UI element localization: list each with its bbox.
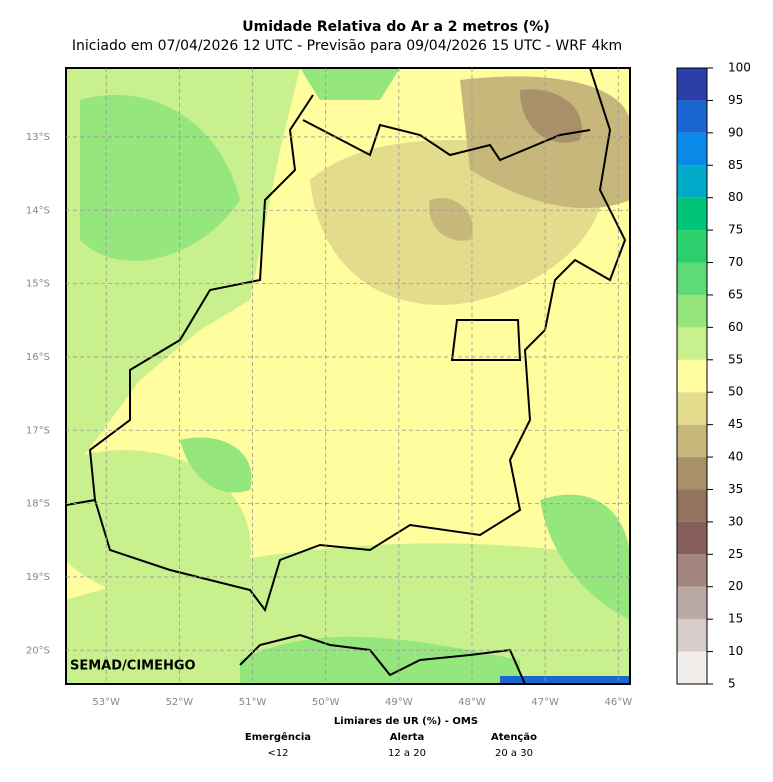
colorbar-label: 50 [728, 385, 743, 399]
lon-label: 51°W [239, 697, 267, 708]
threshold-name: Atenção [491, 732, 537, 743]
lat-label: 17°S [26, 425, 50, 436]
lat-label: 13°S [26, 132, 50, 143]
humidity-field [66, 68, 630, 684]
colorbar-segment [677, 294, 707, 328]
lon-label: 49°W [385, 697, 413, 708]
colorbar-segment [677, 197, 707, 231]
colorbar-segment [677, 619, 707, 652]
colorbar-label: 95 [728, 93, 743, 107]
colorbar-segment [677, 489, 707, 522]
lon-label: 53°W [92, 697, 120, 708]
colorbar-segment [677, 230, 707, 263]
colorbar-label: 25 [728, 547, 743, 561]
colorbar-label: 20 [728, 579, 743, 593]
colorbar-segment [677, 132, 707, 166]
lon-label: 48°W [458, 697, 486, 708]
colorbar-segment [677, 554, 707, 587]
lon-label: 47°W [531, 697, 559, 708]
colorbar-label: 5 [728, 677, 736, 691]
colorbar-label: 60 [728, 320, 743, 334]
colorbar-label: 75 [728, 223, 743, 237]
colorbar-segment [677, 359, 707, 393]
colorbar-label: 30 [728, 514, 743, 528]
thresholds-title: Limiares de UR (%) - OMS [334, 716, 478, 727]
threshold-name: Alerta [390, 732, 424, 743]
subtitle: Iniciado em 07/04/2026 12 UTC - Previsão… [72, 38, 622, 54]
colorbar-segment [677, 424, 707, 458]
lat-label: 20°S [26, 645, 50, 656]
threshold-range: <12 [267, 748, 288, 759]
colorbar-segment [677, 586, 707, 620]
lon-label: 46°W [604, 697, 632, 708]
colorbar-label: 65 [728, 287, 743, 301]
colorbar-frame [676, 67, 708, 685]
lon-label: 52°W [166, 697, 194, 708]
colorbar-segment [677, 100, 707, 133]
map-frame [65, 67, 631, 685]
colorbar-segment [677, 651, 707, 684]
colorbar-label: 55 [728, 352, 743, 366]
colorbar-label: 45 [728, 417, 743, 431]
colorbar-segment [677, 165, 707, 198]
colorbar-label: 90 [728, 125, 743, 139]
colorbar-segment [677, 521, 707, 555]
colorbar-label: 100 [728, 61, 751, 75]
colorbar-label: 15 [728, 612, 743, 626]
colorbar-label: 40 [728, 450, 743, 464]
colorbar-label: 85 [728, 158, 743, 172]
threshold-name: Emergência [245, 731, 311, 743]
lat-label: 15°S [26, 279, 50, 290]
colorbar-segment [677, 262, 707, 295]
colorbar-label: 80 [728, 190, 743, 204]
credit: SEMAD/CIMEHGO [70, 659, 196, 674]
state-borders [66, 68, 627, 684]
lat-label: 19°S [26, 572, 50, 583]
colorbar-segment [677, 457, 707, 490]
threshold-range: 12 a 20 [388, 748, 426, 759]
colorbar-segment [677, 327, 707, 360]
colorbar-label: 70 [728, 255, 743, 269]
lat-label: 14°S [26, 205, 50, 216]
colorbar-label: 10 [728, 644, 743, 658]
colorbar-label: 35 [728, 482, 743, 496]
colorbar-segment [677, 68, 707, 101]
lon-label: 50°W [312, 697, 340, 708]
lat-label: 16°S [26, 352, 50, 363]
title: Umidade Relativa do Ar a 2 metros (%) [242, 19, 549, 35]
threshold-range: 20 a 30 [495, 748, 533, 759]
colorbar-segment [677, 392, 707, 425]
lat-label: 18°S [26, 499, 50, 510]
